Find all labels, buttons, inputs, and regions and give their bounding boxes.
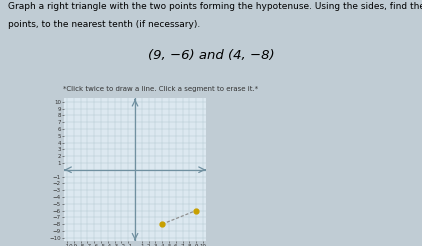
Text: points, to the nearest tenth (if necessary).: points, to the nearest tenth (if necessa… [8,20,201,29]
Text: Graph a right triangle with the two points forming the hypotenuse. Using the sid: Graph a right triangle with the two poin… [8,2,422,12]
Text: *Click twice to draw a line. Click a segment to erase it.*: *Click twice to draw a line. Click a seg… [63,86,258,92]
Text: (9, −6) and (4, −8): (9, −6) and (4, −8) [148,49,274,62]
